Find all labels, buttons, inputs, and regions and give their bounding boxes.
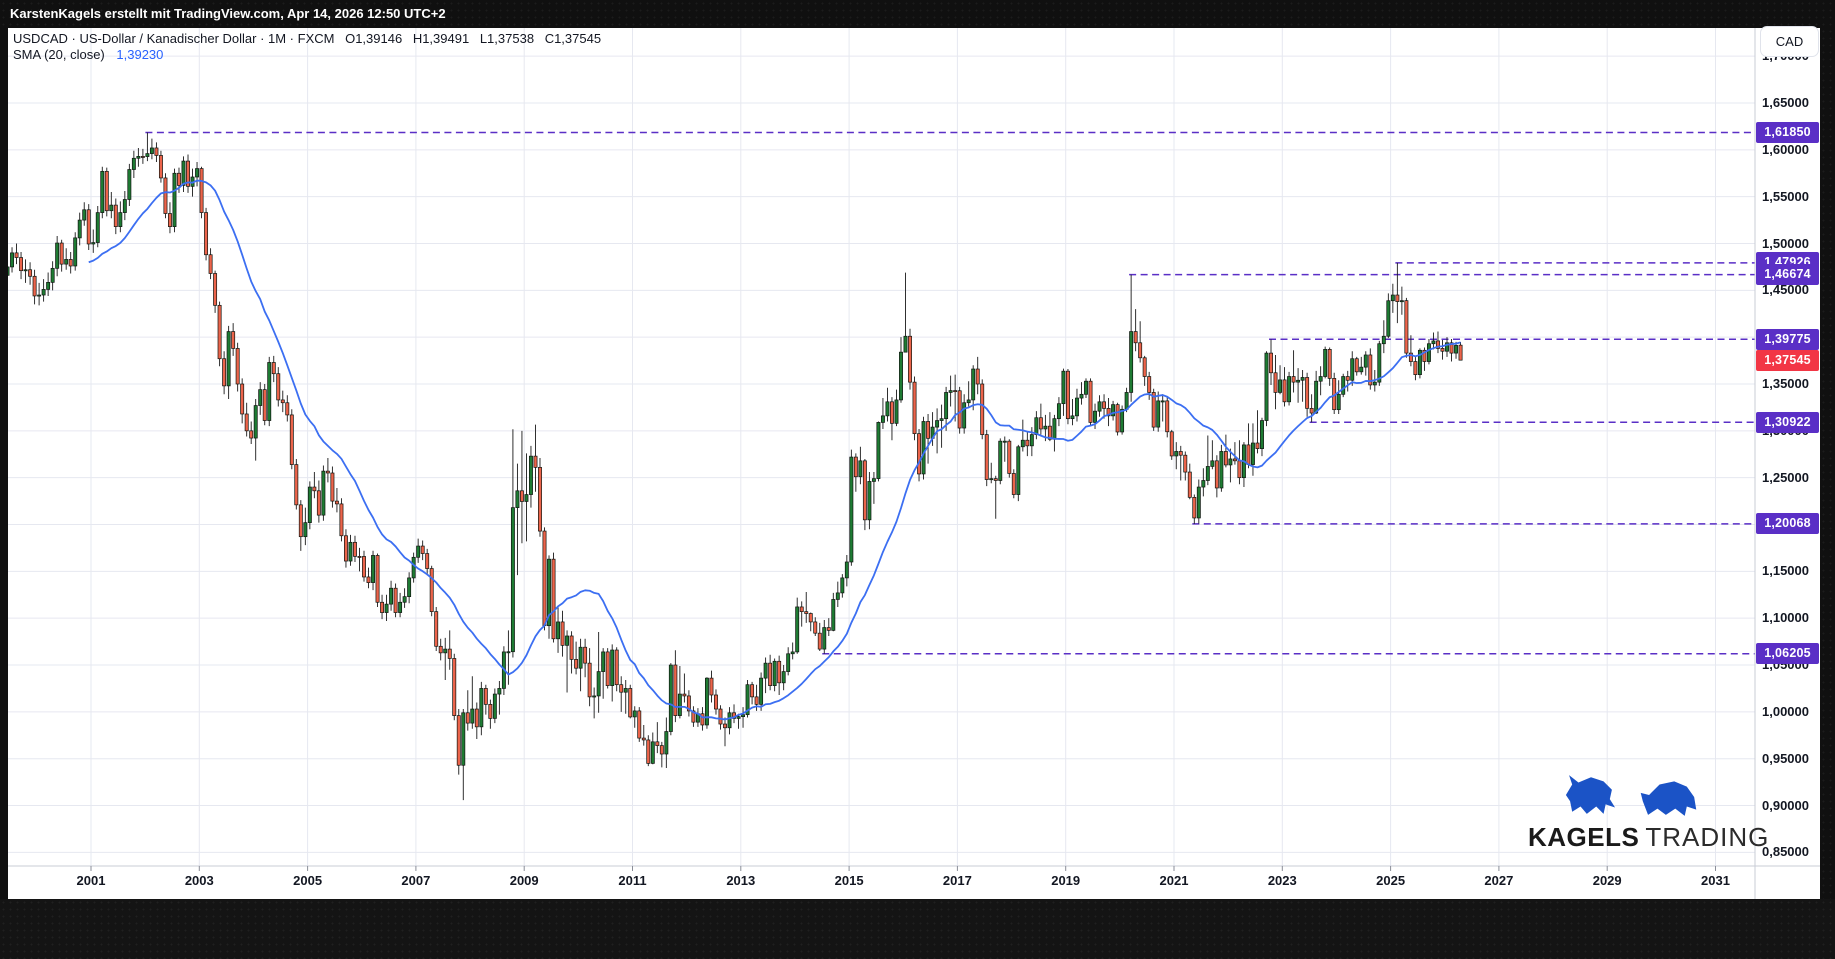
open-value: O1,39146 [345,31,403,46]
year-tick-label: 2023 [1267,873,1297,888]
level-price-badge[interactable]: 1,06205 [1756,643,1819,665]
chart-panel [8,28,1820,899]
year-tick-label: 2021 [1159,873,1189,888]
price-tick-label: 1,00000 [1762,703,1809,719]
price-tick-label: 1,60000 [1762,141,1809,157]
level-price-badge[interactable]: 1,30922 [1756,411,1819,433]
kagels-trading-watermark: KAGELS TRADING [1528,768,1770,853]
currency-toggle-button[interactable]: CAD [1760,26,1819,57]
level-price-badge[interactable]: 1,20068 [1756,513,1819,535]
price-tick-label: 1,15000 [1762,563,1809,579]
close-value: C1,37545 [544,31,602,46]
year-tick-label: 2009 [509,873,539,888]
price-tick-label: 1,50000 [1762,235,1809,251]
price-tick-label: 1,45000 [1762,282,1809,298]
price-tick-label: 1,35000 [1762,376,1809,391]
sma-value: 1,39230 [116,47,164,62]
year-tick-label: 2015 [834,873,864,888]
year-tick-label: 2031 [1701,873,1730,888]
year-tick-label: 2019 [1051,873,1081,888]
year-tick-label: 2025 [1376,873,1406,888]
logo-bear-icon [1640,781,1697,816]
price-tick-label: 0,95000 [1762,750,1809,766]
year-tick-label: 2001 [76,873,106,888]
kagels-trading-wordmark: KAGELS TRADING [1528,822,1770,852]
symbol-title[interactable]: USDCAD · US-Dollar / Kanadischer Dollar … [13,31,335,46]
right-edge-strip [1820,28,1835,899]
price-tick-label: 0,85000 [1762,844,1809,860]
year-tick-label: 2029 [1592,873,1622,888]
year-tick-label: 2011 [618,873,647,888]
sma-label[interactable]: SMA (20, close) [13,47,105,62]
price-tick-label: 0,90000 [1762,797,1809,813]
sma-legend-row[interactable]: SMA (20, close) 1,39230 [13,47,163,62]
year-tick-label: 2003 [184,873,214,888]
price-tick-label: 1,25000 [1762,469,1809,485]
low-value: L1,37538 [479,31,535,46]
year-tick-label: 2017 [942,873,972,888]
price-tick-label: 1,10000 [1762,610,1809,626]
price-chart[interactable] [8,28,1820,899]
logo-bull-icon [1565,775,1616,814]
attribution-text: KarstenKagels erstellt mit TradingView.c… [10,6,446,21]
attribution-bar: KarstenKagels erstellt mit TradingView.c… [0,0,1835,28]
footer-bar: TradingView [0,899,1835,959]
high-value: H1,39491 [412,31,470,46]
year-tick-label: 2007 [401,873,431,888]
level-price-badge[interactable]: 1,61850 [1756,122,1819,143]
price-tick-label: 1,55000 [1762,188,1809,204]
year-tick-label: 2005 [293,873,323,888]
year-tick-label: 2027 [1484,873,1514,888]
symbol-legend-row[interactable]: USDCAD · US-Dollar / Kanadischer Dollar … [13,31,601,46]
level-price-badge[interactable]: 1,39775 [1756,328,1819,350]
last-price-badge: 1,37545 [1756,349,1819,371]
price-tick-label: 1,65000 [1762,95,1809,110]
year-tick-label: 2013 [726,873,756,888]
level-price-badge[interactable]: 1,46674 [1756,264,1819,286]
